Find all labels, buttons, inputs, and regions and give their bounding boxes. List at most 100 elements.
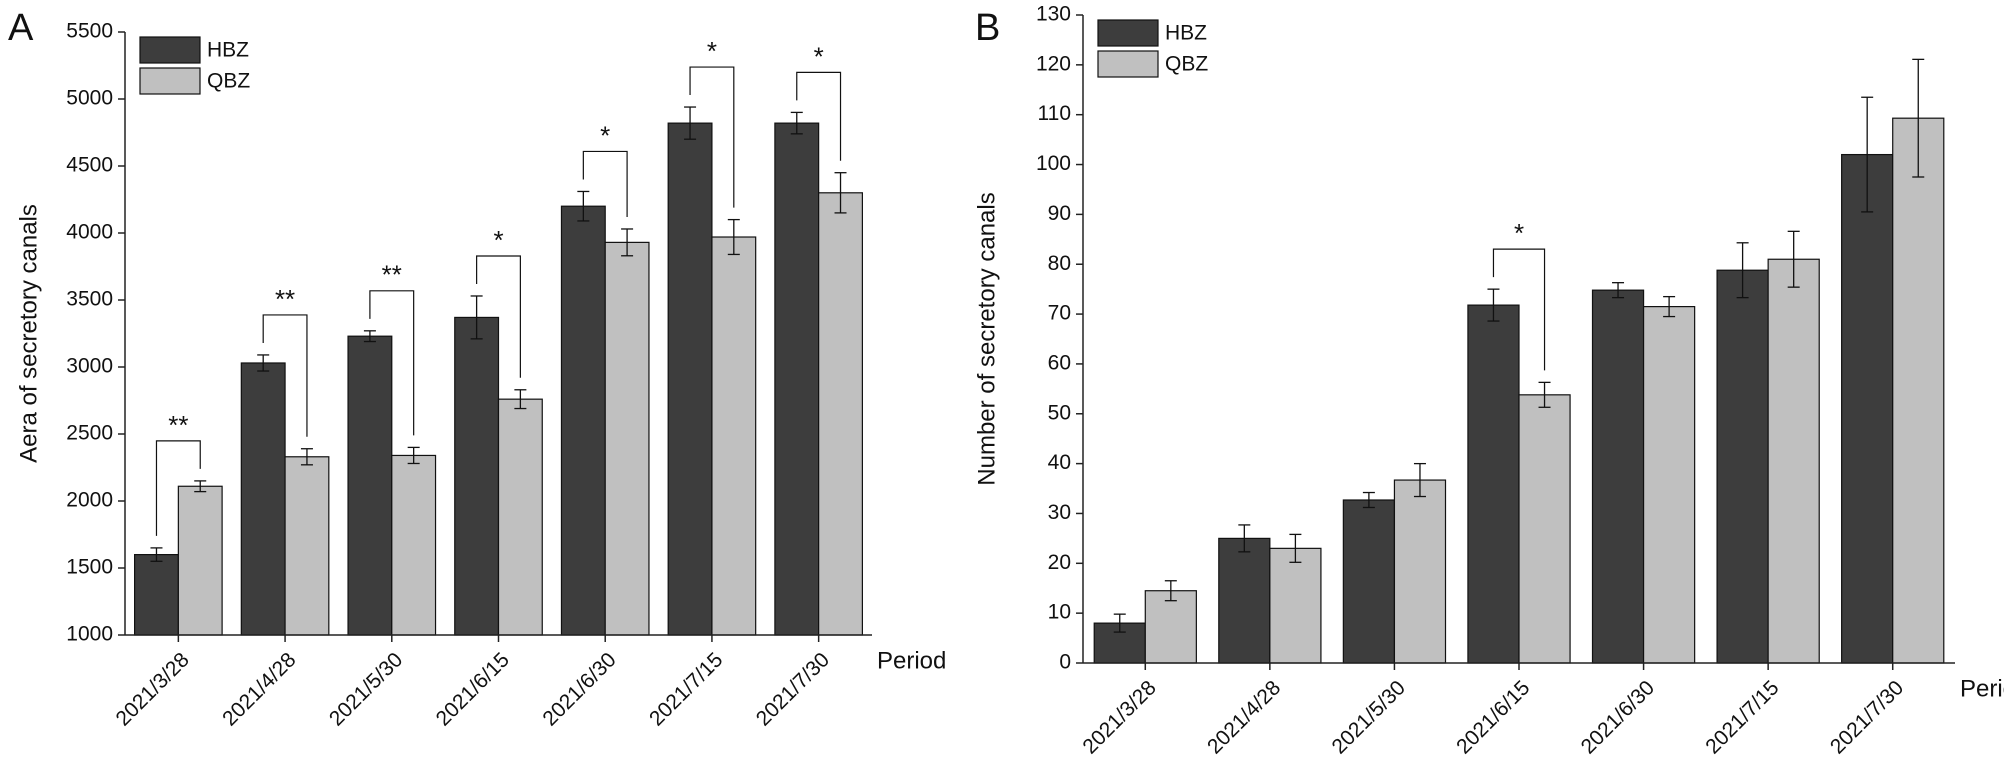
- legend-swatch: [1097, 50, 1159, 78]
- y-tick-label: 30: [1048, 501, 1071, 524]
- significance-label: **: [275, 284, 295, 314]
- error-bar: [1861, 96, 1874, 213]
- error-bar: [684, 106, 697, 140]
- bar: [774, 122, 820, 636]
- bar: [1218, 537, 1271, 664]
- legend-label: QBZ: [1165, 53, 1208, 76]
- x-tick-label: 2021/4/28: [218, 648, 300, 730]
- bar: [1269, 547, 1322, 664]
- y-tick-label: 4500: [66, 154, 113, 177]
- significance-label: **: [168, 410, 188, 440]
- bar: [284, 456, 330, 636]
- y-tick-label: 70: [1048, 302, 1071, 325]
- x-tick-label: 2021/4/28: [1203, 676, 1285, 758]
- bar: [497, 398, 543, 636]
- x-tick-label: 2021/7/30: [1826, 676, 1908, 758]
- x-tick-label: 2021/6/30: [538, 648, 620, 730]
- error-bar: [1787, 230, 1800, 288]
- error-bar: [150, 547, 163, 562]
- error-bar: [514, 389, 527, 410]
- error-bar: [1487, 288, 1500, 322]
- x-tick-label: 2021/5/30: [325, 648, 407, 730]
- significance-label: *: [814, 41, 824, 71]
- x-tick-label: 2021/7/30: [752, 648, 834, 730]
- legend-swatch: [139, 36, 201, 64]
- y-tick-label: 90: [1048, 202, 1071, 225]
- y-tick-label: 10: [1048, 601, 1071, 624]
- y-tick-label: 50: [1048, 401, 1071, 424]
- error-bar: [621, 228, 634, 257]
- y-tick-label: 5500: [66, 20, 113, 43]
- bar: [134, 553, 179, 636]
- error-bar: [470, 295, 483, 340]
- y-tick-label: 2000: [66, 489, 113, 512]
- error-bar: [1663, 295, 1676, 318]
- y-axis-title: Aera of secretory canals: [15, 204, 42, 463]
- y-tick-label: 3500: [66, 288, 113, 311]
- y-tick-label: 1500: [66, 556, 113, 579]
- x-tick-label: 2021/3/28: [111, 648, 193, 730]
- error-bar: [727, 218, 740, 256]
- bar: [1767, 258, 1820, 664]
- bar: [1642, 306, 1696, 664]
- y-tick-label: 100: [1036, 152, 1071, 175]
- legend-swatch: [139, 67, 201, 95]
- error-bar: [577, 190, 590, 222]
- bar: [1393, 479, 1447, 664]
- bar: [604, 241, 650, 636]
- error-bar: [1238, 524, 1251, 553]
- x-tick-label: 2021/3/28: [1078, 676, 1160, 758]
- error-bar: [1538, 381, 1551, 408]
- bar: [1892, 117, 1945, 664]
- bar: [1467, 304, 1520, 664]
- significance-bracket: [369, 290, 415, 436]
- x-tick-label: 2021/6/15: [1452, 676, 1534, 758]
- y-tick-label: 5000: [66, 87, 113, 110]
- error-bar: [1164, 580, 1177, 602]
- bar: [347, 335, 393, 636]
- y-tick-label: 110: [1038, 102, 1071, 125]
- y-tick-label: 80: [1048, 252, 1071, 275]
- panel-label: B: [975, 7, 1000, 49]
- error-bar: [300, 448, 313, 466]
- error-bar: [1289, 533, 1302, 563]
- error-bar: [1912, 58, 1925, 178]
- x-axis-title: Period: [1960, 675, 2004, 702]
- significance-bracket: [476, 255, 521, 378]
- significance-bracket: [155, 440, 201, 536]
- bar: [240, 362, 286, 636]
- y-tick-label: 130: [1036, 3, 1071, 26]
- significance-bracket: [689, 66, 735, 208]
- x-tick-label: 2021/7/15: [645, 648, 727, 730]
- x-tick-label: 2021/5/30: [1328, 676, 1410, 758]
- error-bar: [834, 172, 847, 214]
- significance-bracket: [582, 150, 628, 217]
- significance-label: *: [493, 225, 503, 255]
- significance-bracket: [1492, 248, 1546, 371]
- significance-label: **: [382, 260, 402, 290]
- error-bar: [1362, 491, 1375, 509]
- y-tick-label: 60: [1048, 351, 1071, 374]
- x-axis-title: Period: [877, 647, 946, 674]
- error-bar: [363, 330, 376, 343]
- bar: [1144, 590, 1197, 664]
- error-bar: [257, 354, 270, 372]
- y-tick-label: 2500: [66, 422, 113, 445]
- x-tick-label: 2021/6/15: [432, 648, 514, 730]
- bar: [1841, 153, 1894, 664]
- error-bar: [1612, 282, 1625, 299]
- y-tick-label: 40: [1048, 451, 1071, 474]
- significance-label: *: [1514, 218, 1524, 248]
- significance-label: *: [707, 36, 717, 66]
- y-tick-label: 120: [1036, 52, 1071, 75]
- bar: [711, 236, 757, 636]
- y-tick-label: 3000: [66, 355, 113, 378]
- bar: [1342, 499, 1396, 664]
- bar: [391, 454, 437, 636]
- legend-swatch: [1097, 19, 1159, 47]
- y-axis-title: Number of secretory canals: [973, 192, 1000, 485]
- significance-bracket: [262, 314, 308, 437]
- y-tick-label: 1000: [66, 623, 113, 646]
- bar: [454, 316, 500, 636]
